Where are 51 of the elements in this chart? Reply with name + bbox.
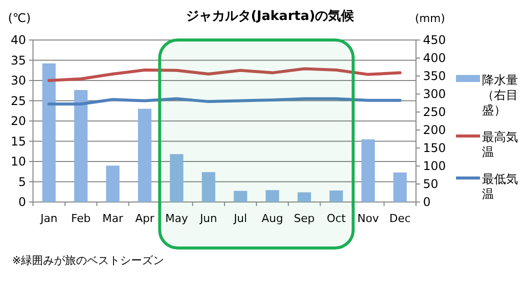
y-tick-label: 20: [10, 114, 26, 128]
y2-tick-label: 50: [423, 177, 438, 191]
y-axis-title: (℃): [8, 11, 31, 25]
y2-tick-label: 300: [423, 87, 446, 101]
y2-tick-label: 350: [423, 69, 446, 83]
legend-label: 最低気温: [482, 172, 518, 201]
y2-axis-title: (mm): [415, 12, 446, 25]
y2-tick-label: 200: [423, 123, 446, 137]
line-series: [47, 67, 402, 82]
y2-tick-label: 150: [423, 141, 446, 155]
bar: [393, 172, 407, 202]
x-tick-label: Sep: [294, 212, 315, 225]
x-tick-label: Jun: [198, 212, 218, 225]
y2-tick-label: 0: [423, 195, 431, 209]
x-tick-label: Nov: [357, 212, 380, 225]
bar: [106, 166, 120, 202]
bar: [202, 172, 216, 202]
chart-title: ジャカルタ(Jakarta)の気候: [186, 9, 356, 24]
x-tick-label: Aug: [262, 212, 284, 225]
y-tick-label: 40: [10, 33, 26, 47]
text: ※緑囲みが旅のベストシーズン: [12, 254, 164, 267]
bar: [74, 90, 88, 202]
x-tick-label: Jan: [39, 212, 58, 225]
bar: [298, 192, 311, 202]
bar: [330, 190, 343, 202]
x-tick-label: Apr: [135, 212, 155, 225]
x-tick-label: Jul: [232, 212, 248, 225]
bar: [42, 63, 56, 202]
y-tick-label: 25: [10, 94, 26, 108]
y-tick-label: 35: [10, 53, 26, 68]
legend-label: 降水量（右目盛）: [482, 73, 518, 117]
bar: [266, 190, 280, 202]
bar: [138, 108, 152, 202]
y2-tick-label: 100: [423, 159, 446, 173]
x-tick-label: May: [165, 212, 188, 225]
y2-tick-label: 450: [423, 33, 446, 47]
x-tick-label: Dec: [389, 212, 411, 225]
y-tick-label: 0: [18, 195, 26, 209]
bar: [361, 139, 375, 202]
y-tick-label: 30: [10, 74, 26, 88]
legend-label: 最高気温: [482, 130, 518, 159]
bar: [234, 190, 248, 202]
bar: [170, 154, 184, 202]
x-tick-label: Feb: [71, 212, 91, 225]
y2-tick-label: 400: [423, 51, 446, 65]
y2-tick-label: 250: [423, 105, 446, 119]
y-tick-label: 15: [10, 134, 26, 148]
y-tick-label: 5: [18, 174, 26, 189]
x-tick-label: Oct: [326, 212, 346, 225]
y-tick-label: 10: [10, 154, 26, 168]
x-tick-label: Mar: [102, 212, 124, 225]
